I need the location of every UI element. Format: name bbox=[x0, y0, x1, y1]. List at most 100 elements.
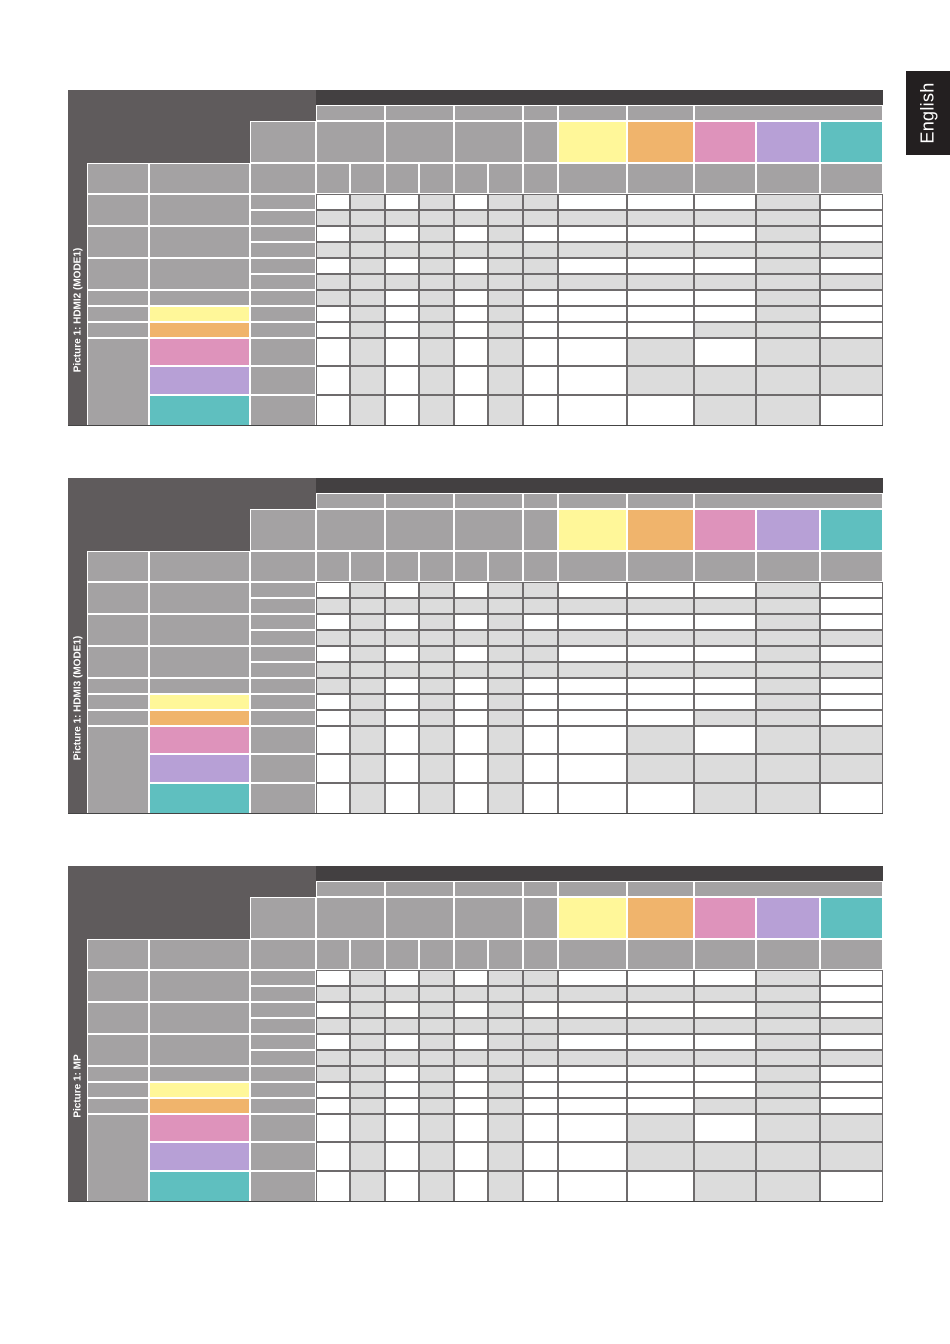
grid-cell bbox=[627, 322, 694, 338]
header-sub-cell bbox=[385, 551, 419, 582]
grid-cell bbox=[694, 1050, 756, 1066]
grid-cell bbox=[820, 290, 883, 306]
row-label-cell bbox=[250, 242, 316, 258]
row-subgroup-header bbox=[149, 1034, 250, 1066]
language-tab[interactable]: English bbox=[906, 71, 950, 155]
grid-cell bbox=[316, 1114, 350, 1142]
grid-cell bbox=[694, 1018, 756, 1034]
header-sub-cell bbox=[316, 163, 350, 194]
grid-cell bbox=[523, 614, 558, 630]
grid-cell bbox=[419, 1171, 454, 1202]
grid-cell bbox=[385, 582, 419, 598]
header-sub-cell bbox=[316, 939, 350, 970]
grid-cell bbox=[820, 582, 883, 598]
row-group-header bbox=[87, 290, 149, 306]
header-sub-cell bbox=[488, 163, 523, 194]
grid-cell bbox=[488, 242, 523, 258]
grid-cell bbox=[350, 290, 385, 306]
grid-cell bbox=[350, 338, 385, 366]
grid-cell bbox=[419, 1098, 454, 1114]
header-group-cell bbox=[316, 493, 385, 509]
grid-cell bbox=[419, 1142, 454, 1171]
grid-cell bbox=[694, 1066, 756, 1082]
grid-cell bbox=[488, 582, 523, 598]
grid-cell bbox=[558, 226, 627, 242]
header-group-cell bbox=[627, 881, 694, 897]
vertical-label: Picture 1: MP bbox=[72, 1054, 83, 1118]
grid-cell bbox=[820, 662, 883, 678]
grid-cell bbox=[558, 1142, 627, 1171]
grid-cell bbox=[558, 694, 627, 710]
grid-cell bbox=[385, 614, 419, 630]
grid-cell bbox=[694, 710, 756, 726]
grid-cell bbox=[419, 614, 454, 630]
compatibility-table-hdmi2: Picture 1: HDMI2 (MODE1) bbox=[68, 90, 883, 426]
grid-cell bbox=[820, 395, 883, 426]
grid-cell bbox=[454, 694, 488, 710]
grid-cell bbox=[558, 338, 627, 366]
grid-cell bbox=[350, 366, 385, 395]
grid-cell bbox=[820, 366, 883, 395]
header-color-swatch bbox=[558, 121, 627, 163]
header-sub-cell bbox=[87, 551, 149, 582]
grid-cell bbox=[385, 366, 419, 395]
grid-cell bbox=[316, 678, 350, 694]
grid-cell bbox=[523, 1034, 558, 1050]
grid-cell bbox=[385, 1114, 419, 1142]
grid-cell bbox=[756, 646, 820, 662]
grid-cell bbox=[350, 1034, 385, 1050]
grid-cell bbox=[350, 226, 385, 242]
row-group-header bbox=[87, 338, 149, 426]
header-sub-cell bbox=[694, 163, 756, 194]
grid-cell bbox=[316, 662, 350, 678]
grid-cell bbox=[385, 598, 419, 614]
grid-cell bbox=[627, 242, 694, 258]
grid-cell bbox=[627, 662, 694, 678]
grid-cell bbox=[454, 970, 488, 986]
vertical-label: Picture 1: HDMI2 (MODE1) bbox=[72, 247, 83, 373]
grid-cell bbox=[385, 395, 419, 426]
grid-cell bbox=[385, 630, 419, 646]
row-label-cell bbox=[250, 678, 316, 694]
grid-cell bbox=[627, 726, 694, 754]
grid-cell bbox=[756, 194, 820, 210]
grid-cell bbox=[756, 1066, 820, 1082]
grid-cell bbox=[385, 1082, 419, 1098]
row-group-header bbox=[87, 322, 149, 338]
grid-cell bbox=[756, 210, 820, 226]
grid-cell bbox=[558, 1098, 627, 1114]
grid-cell bbox=[694, 1171, 756, 1202]
header-label-cell bbox=[385, 897, 454, 939]
grid-cell bbox=[350, 726, 385, 754]
grid-cell bbox=[385, 1050, 419, 1066]
grid-cell bbox=[419, 970, 454, 986]
grid-cell bbox=[316, 1002, 350, 1018]
header-sub-cell bbox=[350, 939, 385, 970]
grid-cell bbox=[454, 322, 488, 338]
row-group-header bbox=[87, 258, 149, 290]
grid-cell bbox=[454, 598, 488, 614]
header-sub-cell bbox=[419, 551, 454, 582]
grid-cell bbox=[350, 646, 385, 662]
grid-cell bbox=[316, 322, 350, 338]
grid-cell bbox=[558, 598, 627, 614]
grid-cell bbox=[820, 646, 883, 662]
grid-cell bbox=[694, 1082, 756, 1098]
grid-cell bbox=[454, 226, 488, 242]
grid-cell bbox=[488, 306, 523, 322]
table-bottom-border bbox=[68, 813, 883, 814]
row-label-cell bbox=[250, 1050, 316, 1066]
vertical-label-column: Picture 1: HDMI2 (MODE1) bbox=[68, 194, 87, 426]
header-label-cell bbox=[385, 509, 454, 551]
row-label-cell bbox=[250, 366, 316, 395]
row-group-header bbox=[87, 1066, 149, 1082]
grid-cell bbox=[756, 1142, 820, 1171]
grid-cell bbox=[694, 970, 756, 986]
grid-cell bbox=[820, 1142, 883, 1171]
grid-cell bbox=[756, 366, 820, 395]
vertical-label: Picture 1: HDMI3 (MODE1) bbox=[72, 635, 83, 761]
grid-cell bbox=[627, 194, 694, 210]
grid-cell bbox=[385, 1066, 419, 1082]
grid-cell bbox=[756, 970, 820, 986]
row-label-cell bbox=[250, 395, 316, 426]
